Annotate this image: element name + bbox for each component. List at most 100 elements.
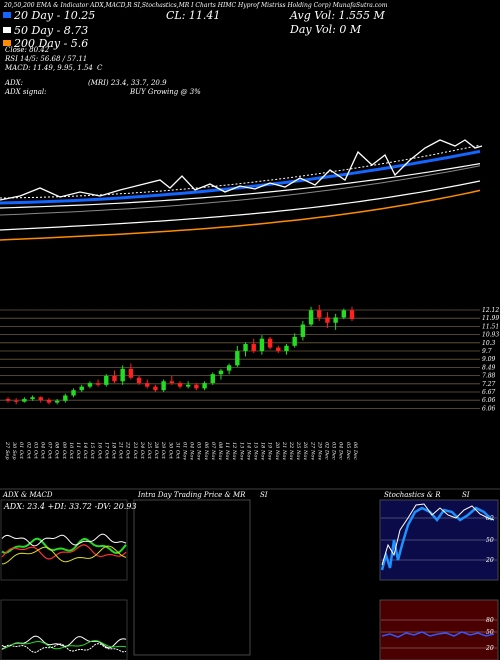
- day-volume: Day Vol: 0 M: [290, 23, 362, 36]
- candle-body: [292, 336, 297, 346]
- adx-panel-title: ADX & MACD: [3, 491, 53, 499]
- date-label: 02 Dec: [324, 442, 330, 460]
- price-axis-label: 7.27: [482, 381, 496, 388]
- price-axis-label: 10.93: [482, 332, 499, 339]
- candle-body: [300, 324, 306, 337]
- date-label: 14 Nov: [245, 442, 251, 460]
- date-label: 04 Nov: [189, 442, 195, 460]
- date-label: 27 Sep: [4, 441, 10, 460]
- ema50-swatch: [3, 27, 11, 33]
- ema200-label: 200 Day - 5.6: [14, 37, 89, 50]
- date-label: 16 Oct: [96, 442, 102, 460]
- date-label: 29 Nov: [316, 441, 322, 460]
- price-axis-label: 6.67: [482, 389, 496, 396]
- ema50-upper-line: [0, 165, 481, 216]
- candle-body: [30, 397, 35, 400]
- adx-line: [1, 545, 127, 565]
- date-label: 31 Oct: [174, 442, 180, 460]
- ema200-shadow-line: [0, 180, 481, 231]
- date-label: 05 Nov: [196, 442, 202, 460]
- date-label: 04 Oct: [40, 442, 46, 460]
- intraday-title: Intra Day Trading Price & MR: [138, 491, 246, 499]
- candle-body: [153, 386, 158, 391]
- price-axis-label: 6.06: [482, 397, 496, 404]
- price-axis-label: 11.51: [482, 323, 499, 330]
- date-label: 21 Nov: [281, 441, 287, 460]
- candle-body: [325, 317, 330, 323]
- price-axis-label: 12.12: [482, 307, 499, 314]
- candle-body: [112, 375, 117, 382]
- ema50-label: 50 Day - 8.73: [14, 24, 89, 37]
- candle-body: [317, 310, 322, 318]
- date-label: 18 Nov: [260, 442, 266, 460]
- date-label: 23 Oct: [132, 441, 138, 460]
- rsi-level-label: 20: [485, 645, 494, 652]
- date-label: 10 Oct: [68, 442, 74, 460]
- rsi-level-label: 80: [486, 617, 494, 624]
- stoch-d-line: [381, 503, 495, 566]
- adx-panel-frame: [0, 499, 128, 581]
- candle-body: [63, 395, 68, 401]
- price-axis-label: 6.06: [482, 405, 496, 412]
- candle-body: [226, 365, 232, 371]
- date-label: 17 Oct: [103, 442, 109, 460]
- macd-signal-line: [1, 640, 127, 650]
- candle-body: [308, 310, 314, 325]
- date-label: 29 Oct: [160, 441, 166, 460]
- date-label: 03 Dec: [331, 442, 337, 460]
- date-label: 11 Nov: [224, 442, 230, 460]
- price-axis-label: 9.7: [482, 348, 492, 355]
- candle-body: [218, 370, 224, 375]
- date-label: 25 Oct: [146, 441, 152, 460]
- candle-body: [71, 390, 76, 396]
- ema-dotted-line: [0, 144, 481, 199]
- date-label: 22 Nov: [288, 441, 294, 460]
- date-label: 12 Nov: [231, 442, 237, 460]
- date-label: 07 Nov: [210, 442, 216, 460]
- candle-body: [13, 400, 19, 402]
- rsi-panel: [379, 599, 499, 660]
- date-label: 14 Oct: [82, 442, 88, 460]
- avg-volume: Avg Vol: 1.555 M: [290, 9, 385, 22]
- ema20-swatch: [3, 12, 11, 18]
- candle-body: [177, 383, 183, 387]
- stoch-level-label: 50: [486, 537, 494, 544]
- candle-body: [194, 384, 199, 389]
- date-label: 13 Nov: [238, 442, 244, 460]
- ema20-line: [0, 149, 481, 205]
- candle-body: [104, 375, 109, 385]
- macd-panel-frame: [0, 599, 128, 660]
- candle-body: [267, 338, 273, 348]
- adx-label: ADX:: [5, 79, 24, 87]
- buy-signal: BUY Growing @ 3%: [130, 88, 201, 96]
- candle-body: [120, 368, 125, 382]
- adx-signal-label: ADX signal:: [5, 88, 47, 96]
- macd-stat: MACD: 11.49, 9.95, 1.54: [5, 64, 93, 72]
- stoch-k-line: [380, 506, 493, 571]
- candle-body: [210, 374, 215, 384]
- macd-c: C: [97, 64, 103, 72]
- candle-body: [341, 310, 347, 318]
- price-axis-label: 11.99: [482, 315, 499, 322]
- header-strip: 20,50,200 EMA & Indicator ADX,MACD,R SI,…: [4, 2, 388, 9]
- macd-hist-line: [1, 643, 127, 653]
- date-label: 08 Oct: [54, 442, 60, 460]
- candle-body: [202, 383, 207, 389]
- date-label: 01 Nov: [182, 442, 188, 460]
- date-label: 24 Oct: [139, 441, 145, 460]
- candle-body: [333, 317, 338, 323]
- date-label: 30 Oct: [167, 442, 173, 460]
- candle-body: [145, 383, 150, 387]
- candle-body: [349, 310, 355, 320]
- rsi-stat: RSI 14/5: 56.68 / 57.11: [5, 55, 88, 63]
- candle-body: [276, 347, 281, 352]
- candle-body: [38, 397, 43, 400]
- close-stat: Close: 80.42: [5, 46, 50, 54]
- stoch-title: Stochastics & R: [384, 491, 441, 499]
- candle-body: [87, 383, 93, 387]
- rsi-line: [381, 631, 495, 638]
- date-label: 28 Oct: [153, 441, 159, 460]
- candle-body: [259, 338, 265, 352]
- date-label: 04 Dec: [338, 442, 344, 460]
